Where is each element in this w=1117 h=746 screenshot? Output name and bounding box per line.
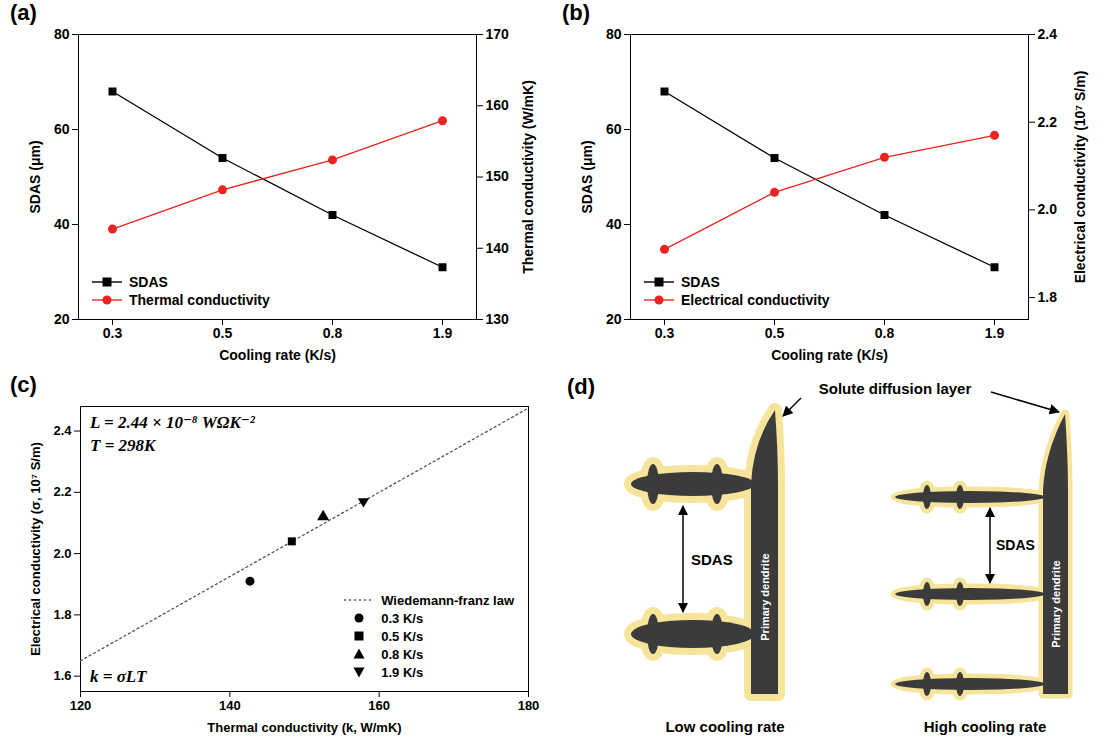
html-text:0.5 K/s: 0.5 K/s — [381, 628, 424, 644]
html-text:SDAS: SDAS — [129, 274, 168, 290]
svg-text:120: 120 — [70, 698, 92, 713]
svg-text:Electrical conductivity (σ, 10: Electrical conductivity (σ, 10⁷ S/m) — [28, 442, 43, 656]
svg-text:60: 60 — [54, 121, 70, 137]
html-text:SDAS: SDAS — [681, 274, 720, 290]
svg-text:2.0: 2.0 — [1038, 201, 1058, 217]
html-text:Electrical conductivity: Electrical conductivity — [681, 292, 830, 308]
html-text:(a): (a) — [10, 0, 37, 25]
svg-text:Thermal conductivity (W/mK): Thermal conductivity (W/mK) — [520, 80, 536, 274]
svg-text:2.4: 2.4 — [53, 423, 72, 438]
svg-text:SDAS (μm): SDAS (μm) — [579, 140, 595, 213]
svg-text:0.5: 0.5 — [213, 325, 233, 341]
svg-text:1.8: 1.8 — [53, 607, 71, 622]
svg-text:Low cooling rate: Low cooling rate — [665, 718, 784, 735]
html-text:Wiedemann-franz law: Wiedemann-franz law — [381, 592, 514, 608]
html-text:T = 298K: T = 298K — [90, 436, 156, 455]
svg-text:0.8: 0.8 — [323, 325, 343, 341]
html-text:0.3 K/s: 0.3 K/s — [381, 610, 424, 626]
svg-text:40: 40 — [54, 216, 70, 232]
svg-text:1.9: 1.9 — [433, 325, 453, 341]
svg-text:170: 170 — [486, 26, 510, 42]
svg-text:160: 160 — [486, 97, 510, 113]
html-text:1.9 K/s: 1.9 K/s — [381, 664, 424, 680]
svg-text:Primary dendrite: Primary dendrite — [759, 553, 771, 640]
html-text:k = σLT: k = σLT — [90, 667, 147, 686]
svg-text:40: 40 — [606, 216, 622, 232]
svg-text:Cooling rate (K/s): Cooling rate (K/s) — [771, 347, 888, 363]
svg-text:High cooling rate: High cooling rate — [924, 718, 1047, 735]
svg-text:(d): (d) — [567, 374, 595, 399]
svg-text:140: 140 — [219, 698, 241, 713]
svg-text:0.8: 0.8 — [875, 325, 895, 341]
svg-text:2.0: 2.0 — [53, 546, 71, 561]
svg-text:80: 80 — [606, 26, 622, 42]
svg-text:20: 20 — [606, 311, 622, 327]
svg-text:Thermal conductivity (k, W/mK): Thermal conductivity (k, W/mK) — [207, 720, 401, 735]
svg-text:80: 80 — [54, 26, 70, 42]
svg-text:2.2: 2.2 — [1038, 114, 1058, 130]
svg-text:Cooling rate (K/s): Cooling rate (K/s) — [219, 347, 336, 363]
svg-text:2.2: 2.2 — [53, 484, 71, 499]
svg-text:140: 140 — [486, 240, 510, 256]
svg-text:20: 20 — [54, 311, 70, 327]
svg-text:SDAS: SDAS — [996, 537, 1035, 553]
svg-text:SDAS: SDAS — [691, 551, 733, 568]
svg-text:160: 160 — [368, 698, 390, 713]
svg-text:Solute diffusion layer: Solute diffusion layer — [819, 380, 972, 397]
svg-text:180: 180 — [518, 698, 540, 713]
svg-text:0.3: 0.3 — [103, 325, 123, 341]
html-text:(b): (b) — [562, 0, 591, 25]
svg-text:Primary dendrite: Primary dendrite — [1050, 560, 1062, 647]
svg-text:150: 150 — [486, 168, 510, 184]
svg-text:60: 60 — [606, 121, 622, 137]
svg-text:2.4: 2.4 — [1038, 26, 1058, 42]
svg-text:SDAS (μm): SDAS (μm) — [27, 140, 43, 213]
html-text:Thermal conductivity: Thermal conductivity — [129, 292, 270, 308]
svg-text:Electrical conductivity (10⁷ S: Electrical conductivity (10⁷ S/m) — [1072, 71, 1088, 284]
svg-text:130: 130 — [486, 311, 510, 327]
html-text:0.8 K/s: 0.8 K/s — [381, 646, 424, 662]
html-text:(c): (c) — [10, 372, 37, 397]
svg-text:0.5: 0.5 — [765, 325, 785, 341]
html-text:L = 2.44 × 10⁻⁸ WΩK⁻²: L = 2.44 × 10⁻⁸ WΩK⁻² — [90, 413, 255, 432]
svg-text:1.8: 1.8 — [1038, 289, 1058, 305]
svg-text:0.3: 0.3 — [655, 325, 675, 341]
svg-text:1.9: 1.9 — [985, 325, 1005, 341]
svg-text:1.6: 1.6 — [53, 668, 71, 683]
